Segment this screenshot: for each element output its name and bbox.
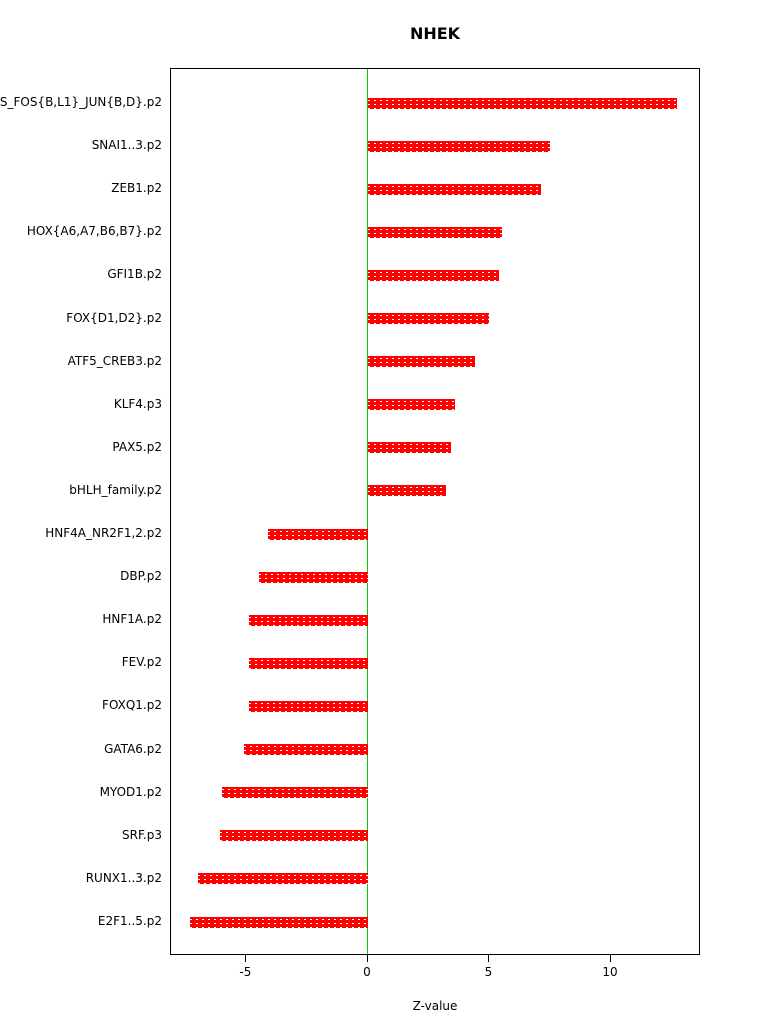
y-axis-label: FOS_FOS{B,L1}_JUN{B,D}.p2 xyxy=(0,95,162,109)
y-axis-label: RUNX1..3.p2 xyxy=(85,870,162,885)
y-axis-label: HOX{A6,A7,B6,B7}.p2 xyxy=(26,224,162,239)
x-axis-tick-label: 10 xyxy=(602,965,618,979)
x-axis-tick xyxy=(610,955,612,962)
y-axis-label: ATF5_CREB3.p2 xyxy=(67,353,162,368)
x-axis-tick-label: 5 xyxy=(484,965,493,979)
y-axis-label: ZEB1.p2 xyxy=(111,181,162,196)
x-axis-tick-label: 0 xyxy=(363,965,371,979)
y-axis-label: GFI1B.p2 xyxy=(107,267,162,282)
bar xyxy=(367,485,446,497)
bar xyxy=(367,356,475,368)
x-axis-title: Z-value xyxy=(412,999,458,1013)
y-axis-label: FEV.p2 xyxy=(121,655,162,670)
y-axis-label: PAX5.p2 xyxy=(112,439,162,454)
y-axis-label: MYOD1.p2 xyxy=(99,784,162,799)
y-axis-label: HNF4A_NR2F1,2.p2 xyxy=(45,526,162,541)
bar xyxy=(197,873,368,885)
x-axis-tick xyxy=(488,955,490,962)
y-axis-label: SRF.p3 xyxy=(122,827,162,842)
bar xyxy=(367,269,500,281)
bar xyxy=(367,183,541,195)
x-axis-tick xyxy=(245,955,247,962)
y-axis-label: DBP.p2 xyxy=(120,569,162,584)
y-axis-label: KLF4.p3 xyxy=(113,396,162,411)
bar xyxy=(367,442,451,454)
y-axis-label: FOX{D1,D2}.p2 xyxy=(66,310,162,325)
bar xyxy=(190,916,368,928)
chart-title: NHEK xyxy=(409,24,461,43)
zero-line xyxy=(367,69,369,954)
x-axis-tick-label: -5 xyxy=(239,965,252,979)
bar xyxy=(219,830,368,842)
bar xyxy=(248,700,368,712)
bar xyxy=(222,787,368,799)
y-axis-label: HNF1A.p2 xyxy=(102,612,162,627)
y-axis-label: E2F1..5.p2 xyxy=(97,914,162,928)
bar xyxy=(367,226,502,238)
bar xyxy=(268,528,368,540)
y-axis-label: SNAI1..3.p2 xyxy=(91,138,162,153)
bar xyxy=(367,313,490,325)
bar xyxy=(367,399,456,411)
bar xyxy=(258,571,368,583)
y-axis-label: bHLH_family.p2 xyxy=(69,482,162,497)
y-axis-label: FOXQ1.p2 xyxy=(102,698,162,713)
bar xyxy=(248,657,368,669)
bar xyxy=(367,97,677,109)
bar xyxy=(248,614,368,626)
x-axis-tick xyxy=(366,955,368,962)
plot-area xyxy=(170,68,700,955)
y-axis-label: GATA6.p2 xyxy=(104,741,162,756)
bar xyxy=(367,140,551,152)
bar xyxy=(243,744,368,756)
